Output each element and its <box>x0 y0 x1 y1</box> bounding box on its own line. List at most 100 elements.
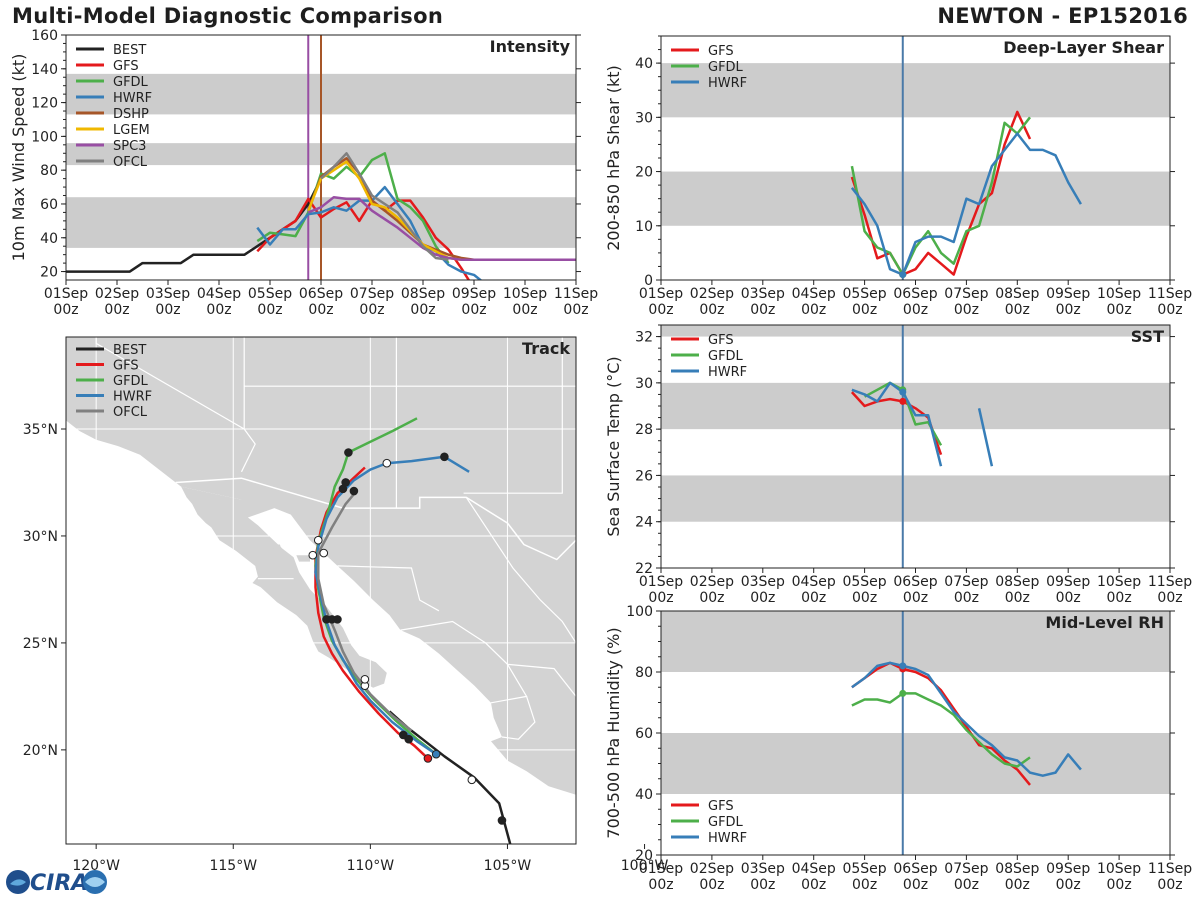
rh-ytick-label: 60 <box>635 726 653 742</box>
track-position-marker-5 <box>398 730 408 740</box>
sst-xtick-label: 05Sep <box>842 574 886 590</box>
intensity-xtick-label: 03Sep <box>146 286 190 302</box>
sst-xtick-hour: 00z <box>801 590 826 606</box>
shear-legend-hwrf: HWRF <box>708 76 747 91</box>
rh-series-hwrf-2 <box>851 661 1082 777</box>
sst-legend-gfdl: GFDL <box>708 349 744 364</box>
intensity-title: Intensity <box>490 37 571 56</box>
sst-xtick-label: 04Sep <box>792 574 836 590</box>
intensity-ytick-label: 160 <box>31 28 58 44</box>
cira-logo-text: CIRA <box>30 871 88 896</box>
shear-xtick-hour: 00z <box>1107 302 1132 318</box>
rh-xtick-hour: 00z <box>903 877 928 893</box>
track-border-sonora-chihuahua <box>337 565 440 612</box>
shear-xtick-hour: 00z <box>699 302 724 318</box>
track-position-marker-16 <box>341 478 350 487</box>
intensity-xtick-label: 10Sep <box>503 286 547 302</box>
track-border-nm-tx <box>463 337 563 494</box>
track-map <box>66 337 576 844</box>
sst-ytick-label: 22 <box>635 561 653 577</box>
intensity-xtick-label: 01Sep <box>44 286 88 302</box>
intensity-ytick-label: 120 <box>31 96 58 112</box>
intensity-legend-gfdl: GFDL <box>113 75 149 90</box>
intensity-xtick-hour: 00z <box>563 302 588 318</box>
track-position-marker-1 <box>467 775 477 785</box>
track-position-marker-2 <box>423 754 433 763</box>
track-legend-best: BEST <box>113 343 146 358</box>
sst-xtick-label: 06Sep <box>893 574 937 590</box>
rh-legend-gfs: GFS <box>708 799 734 814</box>
shear-band-1 <box>661 63 1170 118</box>
rh-now-marker-gfdl <box>899 689 907 697</box>
track-border-nayarit <box>501 696 536 740</box>
sst-xtick-label: 09Sep <box>1046 574 1090 590</box>
rh-xtick-label: 03Sep <box>741 861 785 877</box>
cira-logo-swirl-icon <box>10 879 26 886</box>
sst-title: SST <box>1131 327 1164 346</box>
intensity-xtick-label: 09Sep <box>452 286 496 302</box>
rh-legend-gfdl: GFDL <box>708 815 744 830</box>
shear-ytick-label: 40 <box>635 56 653 72</box>
rh-xtick-hour: 00z <box>1056 877 1081 893</box>
sst-xtick-hour: 00z <box>1107 590 1132 606</box>
track-xtick-label: 115°W <box>209 858 257 874</box>
track-position-marker-17 <box>344 448 353 457</box>
shear-series-gfdl-1 <box>850 116 1031 276</box>
shear-ylabel: 200-850 hPa Shear (kt) <box>604 65 623 251</box>
intensity-legend-hwrf: HWRF <box>113 91 152 106</box>
sst-xtick-hour: 00z <box>903 590 928 606</box>
rh-ytick-label: 20 <box>635 848 653 864</box>
track-position-marker-19 <box>440 452 449 462</box>
shear-series-hwrf-2 <box>850 132 1082 276</box>
rh-xtick-label: 11Sep <box>1148 861 1192 877</box>
shear-xtick-label: 04Sep <box>792 286 836 302</box>
shear-xtick-hour: 00z <box>648 302 673 318</box>
rh-xtick-hour: 00z <box>1005 877 1030 893</box>
intensity-xtick-hour: 00z <box>257 302 282 318</box>
sst-series-hwrf-2 <box>851 381 943 467</box>
sst-xtick-hour: 00z <box>699 590 724 606</box>
intensity-series-spc3-6 <box>307 195 576 261</box>
track-position-marker-7 <box>360 674 370 684</box>
track-border-chihuahua-coahuila <box>465 497 576 644</box>
track-xtick-label: 120°W <box>72 858 120 874</box>
shear-xtick-hour: 00z <box>1056 302 1081 318</box>
intensity-ylabel: 10m Max Wind Speed (kt) <box>9 54 28 262</box>
rh-xtick-hour: 00z <box>954 877 979 893</box>
shear-xtick-label: 01Sep <box>639 286 683 302</box>
shear-xtick-label: 11Sep <box>1148 286 1192 302</box>
sst-xtick-label: 08Sep <box>995 574 1039 590</box>
rh-xtick-label: 02Sep <box>690 861 734 877</box>
track-position-marker-13 <box>313 535 323 545</box>
rh-xtick-hour: 00z <box>1107 877 1132 893</box>
track-legend-ofcl: OFCL <box>113 405 148 420</box>
track-island <box>296 555 310 562</box>
rh-series-gfs-0 <box>851 661 1031 786</box>
track-position-marker-18 <box>382 458 392 468</box>
sst-now-marker-gfs <box>899 397 907 405</box>
shear-xtick-label: 02Sep <box>690 286 734 302</box>
track-border-sinaloa-durango <box>400 620 528 704</box>
rh-ytick-label: 40 <box>635 787 653 803</box>
rh-ytick-label: 80 <box>635 665 653 681</box>
sst-legend-gfs: GFS <box>708 333 734 348</box>
intensity-ytick-label: 100 <box>31 129 58 145</box>
shear-xtick-label: 10Sep <box>1097 286 1141 302</box>
sst-xtick-hour: 00z <box>1157 590 1182 606</box>
intensity-xtick-hour: 00z <box>512 302 537 318</box>
track-position-marker-4 <box>404 734 414 744</box>
track-position-marker-15 <box>349 486 359 496</box>
sst-ytick-label: 30 <box>635 376 653 392</box>
rh-now-marker-hwrf <box>899 662 907 670</box>
shear-xtick-label: 08Sep <box>995 286 1039 302</box>
sst-xtick-hour: 00z <box>954 590 979 606</box>
intensity-xtick-hour: 00z <box>359 302 384 318</box>
intensity-xtick-label: 05Sep <box>248 286 292 302</box>
sst-plot-bg <box>661 325 1170 568</box>
intensity-series-ofcl-7 <box>320 152 449 261</box>
sst-ylabel: Sea Surface Temp (°C) <box>604 356 623 536</box>
intensity-xtick-label: 02Sep <box>95 286 139 302</box>
rh-band-0 <box>661 733 1170 794</box>
intensity-xtick-label: 07Sep <box>350 286 394 302</box>
